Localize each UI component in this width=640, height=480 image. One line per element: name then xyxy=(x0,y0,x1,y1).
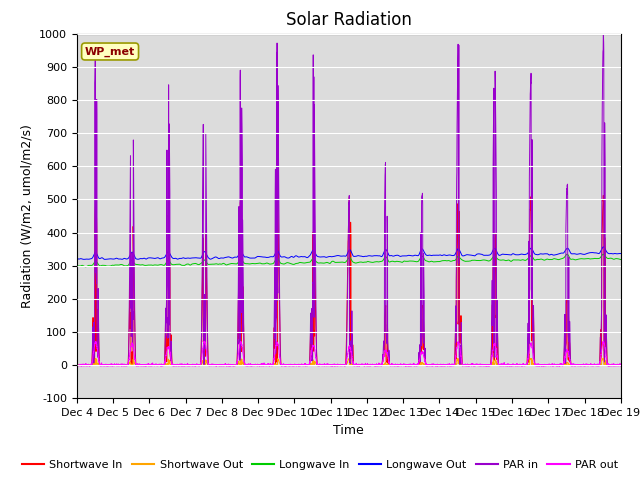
Title: Solar Radiation: Solar Radiation xyxy=(286,11,412,29)
Text: WP_met: WP_met xyxy=(85,47,135,57)
X-axis label: Time: Time xyxy=(333,424,364,437)
Legend: Shortwave In, Shortwave Out, Longwave In, Longwave Out, PAR in, PAR out: Shortwave In, Shortwave Out, Longwave In… xyxy=(17,456,623,474)
Y-axis label: Radiation (W/m2, umol/m2/s): Radiation (W/m2, umol/m2/s) xyxy=(20,124,33,308)
